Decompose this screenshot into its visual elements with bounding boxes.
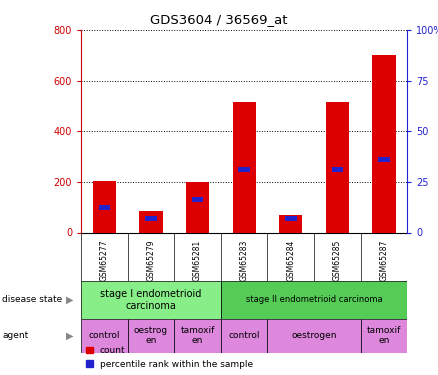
Text: ▶: ▶ [66,295,74,305]
Bar [372,56,396,232]
Bar [186,182,209,232]
Text: control: control [88,331,120,340]
Bar [238,166,250,172]
Text: GSM65279: GSM65279 [146,240,155,281]
Text: tamoxif
en: tamoxif en [367,326,401,345]
Text: tamoxif
en: tamoxif en [180,326,215,345]
Bar [127,319,174,352]
Text: GSM65284: GSM65284 [286,240,295,281]
Bar [326,102,349,232]
Legend: count, percentile rank within the sample: count, percentile rank within the sample [85,346,253,369]
Bar [279,215,303,232]
Bar [285,216,297,221]
Bar [81,319,127,352]
Text: agent: agent [2,331,28,340]
Bar [145,216,157,221]
Bar [221,319,268,352]
Bar [192,197,203,202]
Bar [221,281,407,319]
Text: oestrog
en: oestrog en [134,326,168,345]
Text: oestrogen: oestrogen [291,331,337,340]
Bar [139,211,162,232]
Text: GSM65281: GSM65281 [193,240,202,281]
Bar [361,319,407,352]
Text: stage I endometrioid
carcinoma: stage I endometrioid carcinoma [100,289,201,311]
Text: GSM65285: GSM65285 [333,240,342,281]
Bar [332,167,343,172]
Text: control: control [229,331,260,340]
Bar [93,181,116,232]
Bar [81,281,221,319]
Bar [99,205,110,210]
Text: GSM65283: GSM65283 [240,240,249,281]
Bar [233,102,256,232]
Text: disease state: disease state [2,296,63,304]
Bar [378,157,390,162]
Text: GDS3604 / 36569_at: GDS3604 / 36569_at [150,13,288,26]
Text: GSM65287: GSM65287 [380,240,389,281]
Text: ▶: ▶ [66,331,74,340]
Bar [174,319,221,352]
Bar [268,319,361,352]
Text: stage II endometrioid carcinoma: stage II endometrioid carcinoma [246,296,382,304]
Text: GSM65277: GSM65277 [100,240,109,281]
